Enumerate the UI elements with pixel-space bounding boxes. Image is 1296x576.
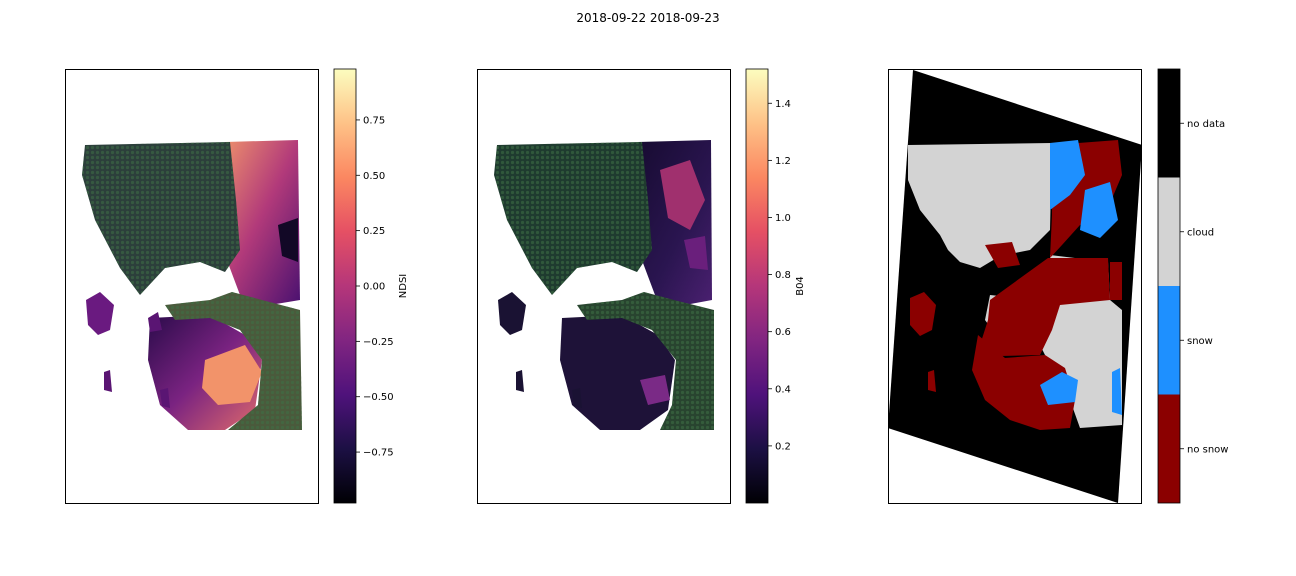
ndsi-terrain-bits	[104, 312, 170, 408]
classification-panel: no data cloud snow no snow	[888, 68, 1228, 504]
class-cloud-area	[908, 143, 1052, 268]
ndsi-image	[82, 140, 302, 430]
b04-colorbar-tick-label: 0.6	[775, 327, 791, 338]
b04-terrain-bits	[516, 370, 582, 408]
classification-colorbar-swatch	[1158, 286, 1180, 395]
classification-colorbar-swatch	[1158, 69, 1180, 178]
b04-colorbar-tick-label: 0.2	[775, 441, 791, 452]
ndsi-panel: 0.75 0.50 0.25 0.00 −0.25 −0.50 −0.75 NDSI	[65, 68, 409, 504]
figure-title: 2018-09-22 2018-09-23	[576, 11, 719, 25]
b04-colorbar-tick-label: 1.4	[775, 99, 791, 110]
ndsi-terrain-dark-patch	[278, 218, 298, 262]
ndsi-colorbar-tick-label: −0.75	[363, 448, 394, 459]
ndsi-colorbar-tick-label: 0.25	[363, 226, 385, 237]
classification-image	[889, 70, 1141, 503]
ndsi-colorbar-tick-label: 0.50	[363, 171, 385, 182]
ndsi-colorbar-tick-label: −0.50	[363, 392, 394, 403]
classification-colorbar-frame	[1157, 68, 1181, 504]
class-snow-south	[1040, 372, 1078, 405]
classification-colorbar-swatch	[1158, 177, 1180, 286]
b04-colorbar-label: B04	[795, 276, 806, 296]
classification-colorbar-tick-label: no data	[1187, 119, 1225, 130]
class-snow-north	[1050, 140, 1085, 210]
b04-colorbar-tick-label: 1.0	[775, 213, 791, 224]
b04-colorbar-tick-label: 0.8	[775, 270, 791, 281]
b04-colorbar	[745, 68, 769, 504]
class-snow-se	[1112, 368, 1122, 415]
ndsi-terrain-ne	[215, 140, 300, 305]
ndsi-colorbar-tick-label: 0.00	[363, 282, 385, 293]
class-no-snow-south	[972, 335, 1075, 430]
b04-terrain-s	[560, 315, 675, 430]
class-snow-ne	[1080, 182, 1118, 238]
b04-colorbar-ticks: 1.4 1.2 1.0 0.8 0.6 0.4 0.2	[768, 99, 791, 452]
class-no-snow-island	[910, 292, 936, 336]
ndsi-colorbar-tick-label: −0.25	[363, 337, 394, 348]
ndsi-colorbar-label: NDSI	[398, 274, 409, 298]
classification-colorbar-tick-label: cloud	[1187, 227, 1214, 238]
classification-colorbar-tick-label: snow	[1187, 336, 1213, 347]
b04-colorbar-tick-label: 1.2	[775, 156, 791, 167]
class-no-snow-mid	[980, 258, 1110, 356]
classification-colorbar-tick-label: no snow	[1187, 444, 1228, 455]
b04-terrain-highlight-2	[684, 236, 708, 270]
classification-colorbar: no data cloud snow no snow	[1157, 68, 1228, 504]
b04-terrain-islands	[498, 292, 526, 335]
b04-panel: 1.4 1.2 1.0 0.8 0.6 0.4 0.2 B04	[477, 68, 806, 504]
b04-terrain-s-light	[640, 375, 670, 405]
ndsi-terrain-bright	[202, 345, 262, 405]
ndsi-colorbar-tick-label: 0.75	[363, 115, 385, 126]
ndsi-colorbar-ticks: 0.75 0.50 0.25 0.00 −0.25 −0.50 −0.75	[356, 115, 394, 459]
ndsi-terrain-islands	[86, 292, 114, 335]
b04-terrain-highlight	[660, 160, 705, 230]
b04-colorbar-tick-label: 0.4	[775, 384, 791, 395]
classification-colorbar-swatch	[1158, 394, 1180, 503]
ndsi-colorbar	[333, 68, 357, 504]
